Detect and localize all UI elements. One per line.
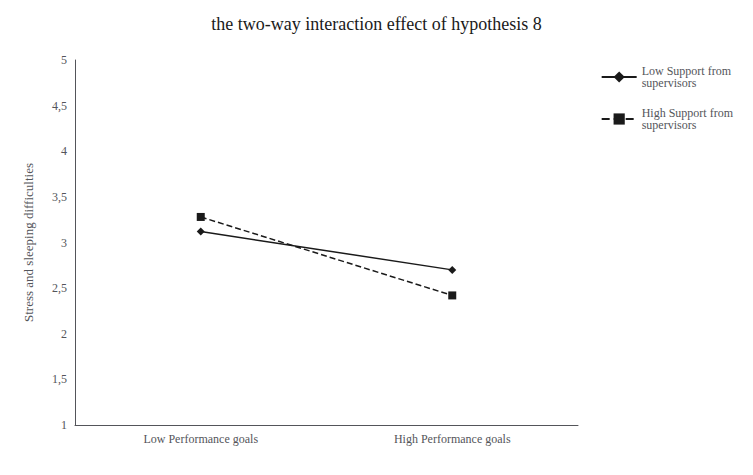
svg-text:the two-way interaction effect: the two-way interaction effect of hypoth… — [211, 14, 542, 34]
svg-text:Stress and sleeping difficulti: Stress and sleeping difficulties — [21, 163, 36, 322]
svg-text:Low Performance goals: Low Performance goals — [143, 432, 258, 446]
svg-text:High Support from: High Support from — [641, 106, 733, 120]
svg-text:2: 2 — [61, 327, 67, 341]
svg-text:High Performance goals: High Performance goals — [394, 432, 511, 446]
svg-text:1,5: 1,5 — [52, 372, 67, 386]
svg-text:supervisors: supervisors — [642, 76, 697, 90]
svg-text:3,5: 3,5 — [52, 190, 67, 204]
svg-text:supervisors: supervisors — [642, 118, 697, 132]
svg-text:Low Support from: Low Support from — [641, 64, 731, 78]
svg-text:5: 5 — [61, 53, 67, 67]
svg-text:4: 4 — [61, 144, 67, 158]
svg-text:1: 1 — [61, 418, 67, 432]
svg-text:4,5: 4,5 — [52, 99, 67, 113]
svg-text:2,5: 2,5 — [52, 281, 67, 295]
svg-text:3: 3 — [61, 236, 67, 250]
